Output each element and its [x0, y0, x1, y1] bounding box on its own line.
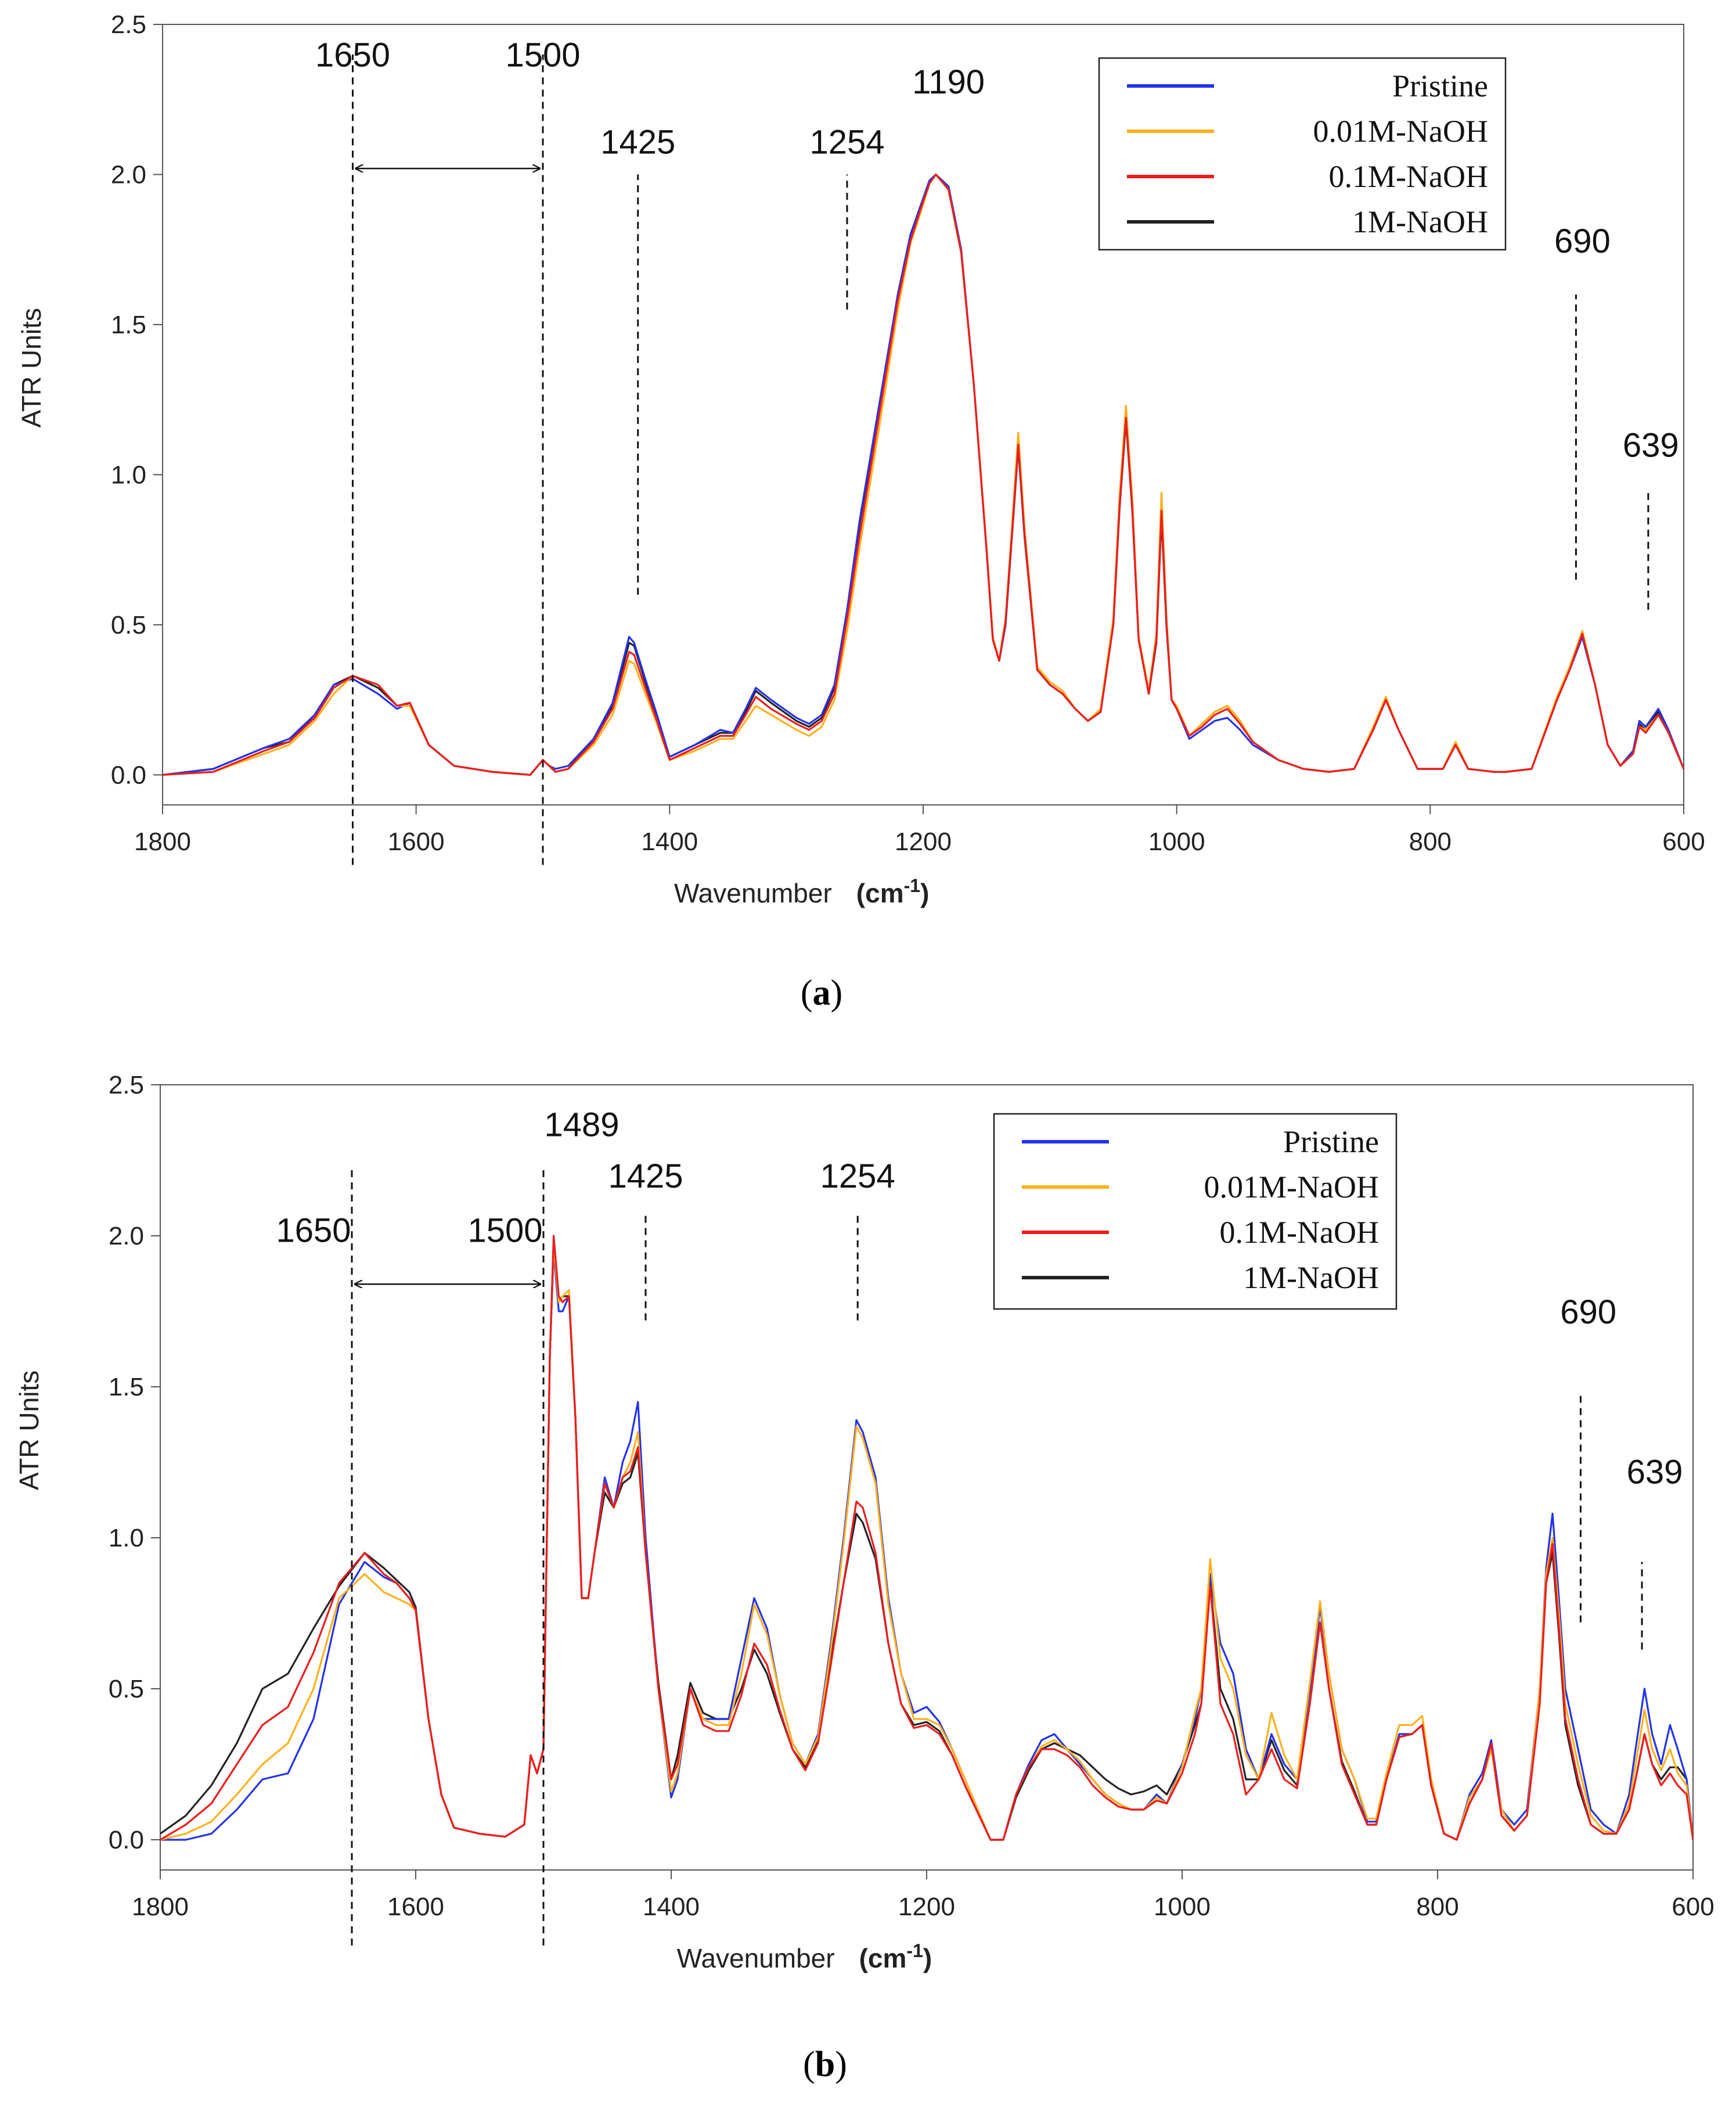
x-axis-unit-close: )	[920, 878, 929, 908]
caption-close: )	[831, 973, 843, 1013]
caption-letter: a	[813, 973, 831, 1013]
legend-label: 0.01M-NaOH	[1204, 1170, 1379, 1204]
y-tick-label: 0.5	[109, 1675, 144, 1703]
plot-frame	[160, 1084, 1694, 1871]
series-group	[163, 173, 1684, 776]
series-line-0-01m-naoh	[160, 1244, 1693, 1841]
peak-annotation: 690	[1560, 1293, 1616, 1331]
peak-annotation: 1500	[505, 36, 580, 74]
series-line-0-1m-naoh	[160, 1235, 1693, 1841]
peak-annotation: 1650	[276, 1211, 351, 1249]
legend-label: 1M-NaOH	[1352, 204, 1488, 239]
legend-label: 1M-NaOH	[1243, 1260, 1379, 1295]
chart-panel-b: 0.0 0.5 1.0 1.5 2.0 2.5 1800 1600 1400 1200 1000 80…	[14, 1071, 1715, 2084]
series-group	[160, 1235, 1693, 1841]
x-tick-label: 600	[1662, 828, 1705, 856]
peak-annotation: 639	[1623, 426, 1679, 464]
y-axis-label: ATR Units	[16, 308, 46, 427]
y-tick-label: 1.0	[111, 461, 146, 489]
x-tick-label: 1400	[643, 1893, 700, 1921]
series-line-0-01m-naoh	[163, 173, 1684, 776]
x-tick-label: 800	[1409, 828, 1452, 856]
y-tick-label: 1.5	[111, 311, 146, 339]
y-tick-label: 0.0	[111, 761, 146, 789]
legend-box	[1098, 57, 1507, 251]
caption-close: )	[835, 2045, 847, 2084]
peak-annotation: 1254	[809, 123, 884, 161]
x-axis-unit-exponent: -1	[904, 875, 920, 896]
x-axis-unit: (cm-1)	[856, 875, 930, 908]
panel-caption: (a)	[801, 973, 842, 1013]
legend-label: 0.01M-NaOH	[1313, 114, 1488, 149]
peak-annotation: 1489	[544, 1106, 619, 1143]
caption-open: (	[801, 973, 813, 1013]
legend: Pristine 0.01M-NaOH 0.1M-NaOH 1M-NaOH	[993, 1113, 1398, 1310]
x-axis-label: Wavenumber	[677, 1943, 835, 1973]
x-tick-label: 1800	[134, 828, 191, 856]
legend: Pristine 0.01M-NaOH 0.1M-NaOH 1M-NaOH	[1098, 57, 1507, 251]
x-tick-label: 1600	[388, 828, 445, 856]
legend-label: Pristine	[1283, 1124, 1379, 1159]
x-tick-label: 1200	[895, 828, 952, 856]
legend-label: 0.1M-NaOH	[1220, 1215, 1379, 1250]
x-axis-unit-close: )	[923, 1943, 932, 1973]
series-line-0-1m-naoh	[163, 173, 1684, 776]
x-tick-label: 1800	[132, 1893, 189, 1921]
series-line-pristine	[160, 1250, 1693, 1841]
x-axis-unit-exponent: -1	[906, 1940, 923, 1961]
peak-annotation: 1650	[315, 36, 390, 74]
series-line-pristine	[163, 173, 1684, 776]
y-tick-label: 2.5	[109, 1071, 144, 1099]
peak-annotation: 639	[1627, 1453, 1683, 1491]
y-tick-label: 2.5	[111, 10, 146, 39]
y-tick-label: 1.5	[109, 1373, 144, 1401]
y-tick-label: 2.0	[111, 160, 146, 189]
peak-annotation: 1425	[600, 123, 675, 161]
x-tick-label: 800	[1416, 1893, 1458, 1921]
y-tick-label: 0.0	[109, 1826, 144, 1854]
x-tick-label: 1000	[1154, 1893, 1211, 1921]
series-line-1m-naoh	[163, 173, 1684, 776]
series-line-1m-naoh	[160, 1250, 1693, 1841]
x-tick-label: 1200	[898, 1893, 955, 1921]
panel-caption: (b)	[803, 2045, 847, 2084]
caption-open: (	[803, 2045, 815, 2084]
x-tick-label: 1400	[641, 828, 698, 856]
legend-label: 0.1M-NaOH	[1329, 159, 1488, 194]
x-axis-unit: (cm-1)	[859, 1940, 932, 1973]
peak-annotation: 1190	[912, 63, 985, 101]
y-tick-label: 2.0	[109, 1222, 144, 1250]
peak-annotation: 1500	[467, 1211, 542, 1249]
caption-letter: b	[815, 2045, 835, 2084]
y-tick-label: 0.5	[111, 611, 146, 639]
peak-annotation: 690	[1554, 222, 1611, 260]
y-axis-label: ATR Units	[14, 1371, 44, 1490]
y-tick-label: 1.0	[109, 1524, 144, 1552]
peak-annotation: 1254	[820, 1157, 895, 1195]
x-tick-label: 600	[1672, 1893, 1714, 1921]
x-tick-label: 1600	[387, 1893, 444, 1921]
peak-annotation: 1425	[608, 1157, 683, 1195]
x-axis-label: Wavenumber	[674, 878, 832, 908]
legend-label: Pristine	[1392, 69, 1488, 103]
chart-panel-a: 0.0 0.5 1.0 1.5 2.0 2.5 1800 1600 1400 1200 1000 80…	[16, 10, 1705, 1013]
x-tick-label: 1000	[1148, 828, 1205, 856]
